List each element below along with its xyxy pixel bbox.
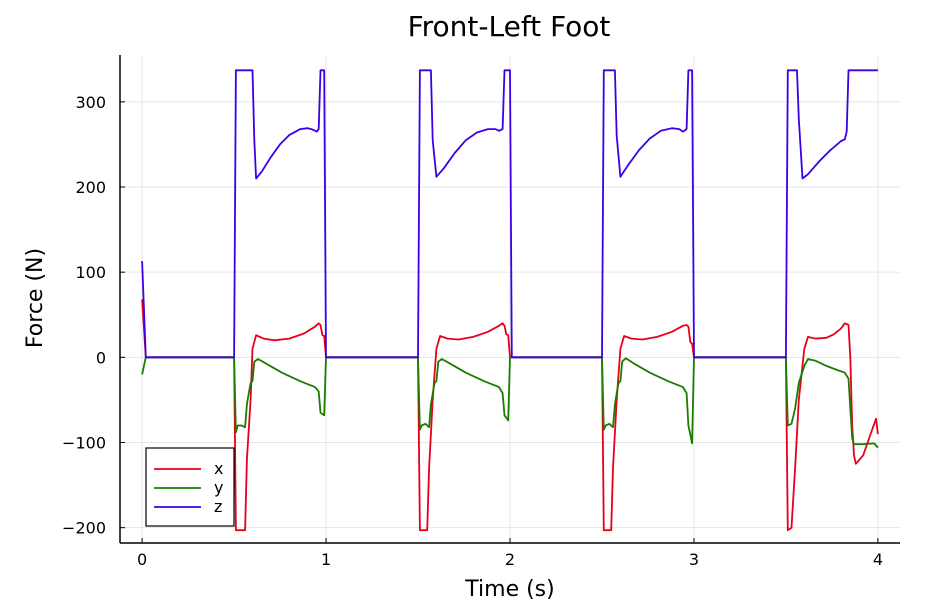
series-line-y	[141, 356, 879, 449]
y-tick-label: 200	[75, 178, 106, 197]
series-lines	[141, 69, 879, 532]
legend-label-x: x	[214, 459, 223, 478]
y-tick-label: 0	[96, 348, 106, 367]
legend-label-y: y	[214, 478, 223, 497]
chart-title: Front-Left Foot	[408, 10, 611, 43]
axes: 0 1 2 3 4 −200 −100 0 100 200 300	[62, 55, 900, 569]
y-tick-label: 300	[75, 93, 106, 112]
y-tick-label: 100	[75, 263, 106, 282]
x-tick-label: 1	[321, 550, 331, 569]
legend-label-z: z	[214, 497, 222, 516]
series-line-x	[141, 299, 879, 532]
x-tick-label: 3	[689, 550, 699, 569]
x-tick-label: 2	[505, 550, 515, 569]
y-tick-label: −100	[62, 434, 106, 453]
series-line-z	[141, 69, 878, 359]
y-axis-label: Force (N)	[23, 248, 48, 348]
x-axis-label: Time (s)	[464, 577, 554, 602]
x-tick-label: 4	[873, 550, 883, 569]
legend-box	[145, 447, 235, 527]
y-tick-label: −200	[62, 519, 106, 538]
legend: xyz	[145, 447, 235, 527]
x-tick-label: 0	[137, 550, 147, 569]
